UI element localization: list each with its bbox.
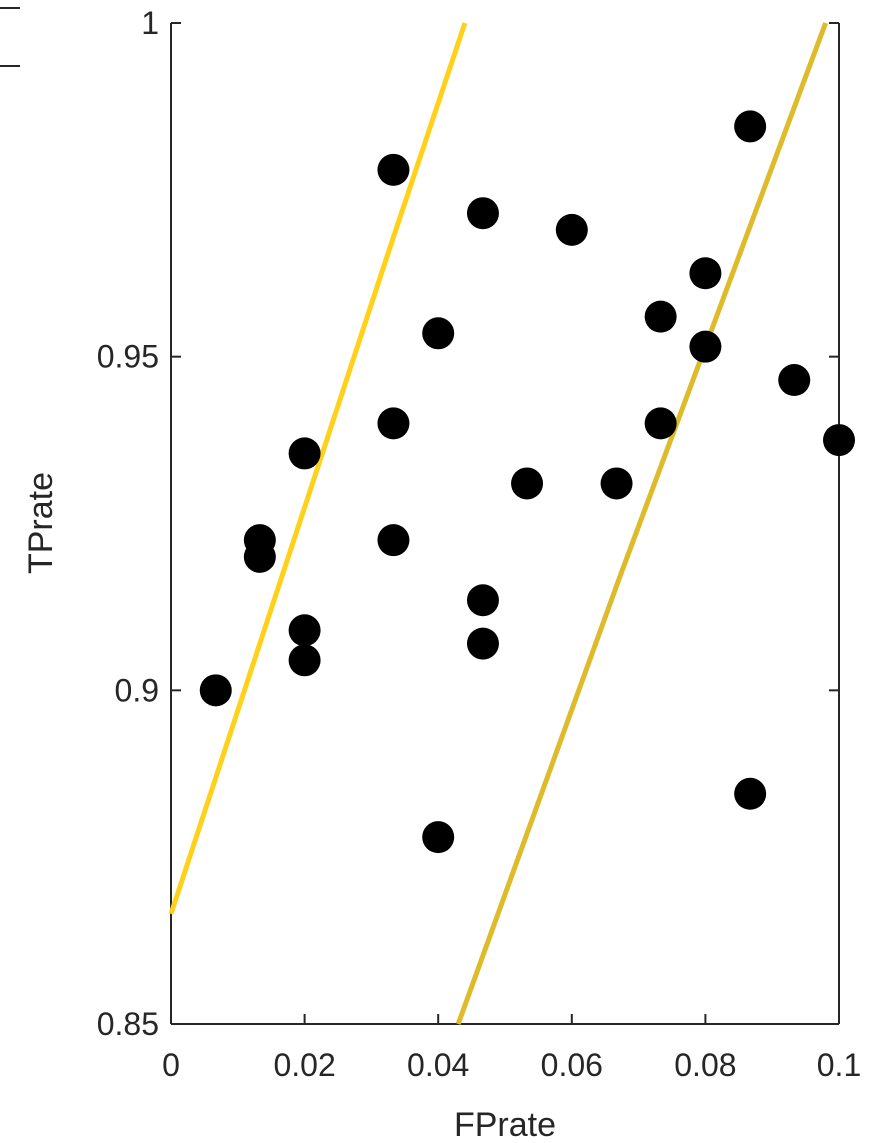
- data-point: [377, 407, 410, 440]
- data-point: [422, 317, 455, 350]
- data-point: [689, 257, 722, 290]
- data-point: [199, 674, 232, 707]
- data-point: [377, 153, 410, 186]
- data-point: [377, 524, 410, 557]
- y-tick-label: 0.85: [97, 1006, 159, 1042]
- data-point: [555, 213, 588, 246]
- tick-labels: 0 0.02 0.04 0.06 0.08 0.1 0.85 0.9 0.95 1: [97, 5, 862, 1083]
- data-point: [288, 437, 321, 470]
- data-point: [734, 110, 767, 143]
- data-point: [422, 821, 455, 854]
- y-tick-label: 1: [141, 5, 159, 41]
- x-tick-label: 0.02: [273, 1047, 335, 1083]
- x-tick-label: 0.04: [407, 1047, 469, 1083]
- x-tick-label: 0.06: [541, 1047, 603, 1083]
- data-point: [466, 197, 499, 230]
- data-point: [600, 467, 633, 500]
- data-point: [644, 407, 677, 440]
- data-point: [466, 627, 499, 660]
- data-point: [644, 300, 677, 333]
- data-point: [734, 777, 767, 810]
- y-tick-label: 0.9: [115, 672, 159, 708]
- data-point: [288, 614, 321, 647]
- data-points: [199, 110, 855, 854]
- data-point: [466, 584, 499, 617]
- x-tick-label: 0: [162, 1047, 180, 1083]
- legend-fragment: [0, 7, 20, 67]
- x-tick-label: 0.1: [817, 1047, 861, 1083]
- data-point: [778, 364, 811, 397]
- reference-line-2: [455, 22, 828, 1025]
- data-point: [288, 644, 321, 677]
- data-point: [823, 424, 855, 457]
- y-axis-label: TPrate: [22, 472, 60, 574]
- data-point: [689, 330, 722, 363]
- x-axis-label: FPrate: [454, 1106, 556, 1143]
- x-tick-label: 0.08: [674, 1047, 736, 1083]
- axes: [170, 22, 840, 1025]
- y-tick-label: 0.95: [97, 339, 159, 375]
- data-point: [511, 467, 544, 500]
- data-point: [243, 540, 276, 573]
- reference-line-1: [168, 22, 468, 915]
- reference-lines: [168, 22, 828, 1025]
